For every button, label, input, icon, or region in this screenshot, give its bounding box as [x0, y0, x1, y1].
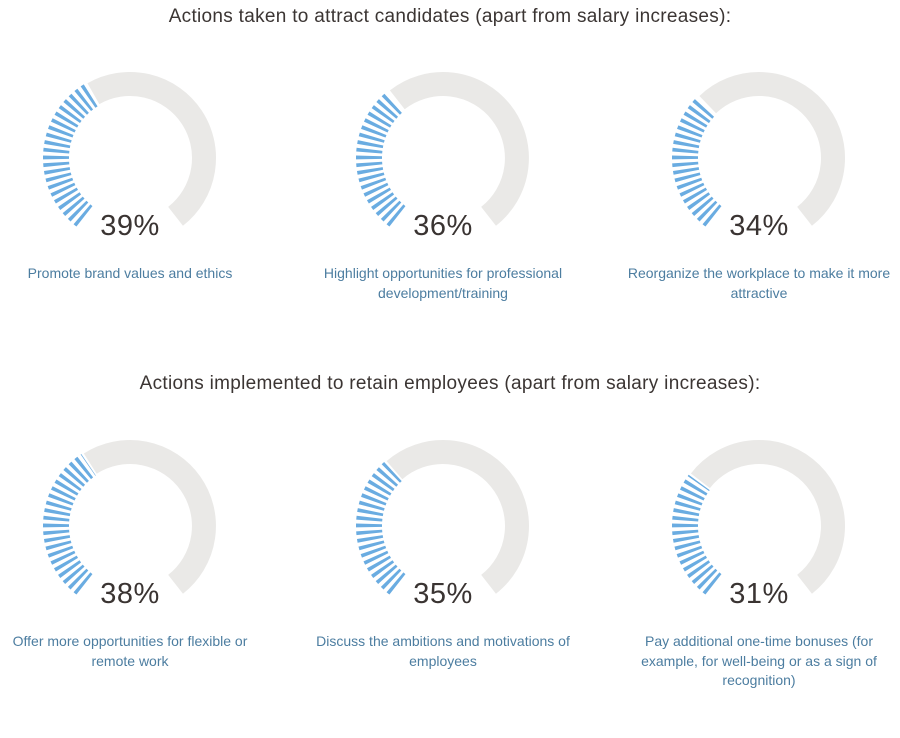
- gauge-track: [699, 71, 845, 226]
- gauge-caption: Pay additional one-time bonuses (for exa…: [641, 633, 877, 688]
- gauge-caption: Discuss the ambitions and motivations of…: [316, 633, 570, 669]
- gauge-fill: [672, 474, 722, 595]
- gauge-chart: [43, 440, 216, 595]
- gauge-value-label: 38%: [100, 578, 160, 610]
- gauge-value-label: 34%: [729, 210, 789, 242]
- gauge-tile: 39% Promote brand values and ethics: [0, 70, 270, 370]
- gauge-caption: Reorganize the workplace to make it more…: [627, 265, 891, 301]
- gauge-chart: [356, 72, 529, 227]
- gauge-chart: [672, 440, 845, 595]
- gauge-caption: Promote brand values and ethics: [27, 265, 233, 281]
- gauge-fill: [43, 83, 99, 227]
- gauge-caption: Highlight opportunities for professional…: [323, 265, 563, 301]
- gauge-value-label: 31%: [729, 578, 789, 610]
- gauge-caption: Offer more opportunities for flexible or…: [12, 633, 248, 669]
- gauge-fill: [356, 91, 406, 227]
- gauge-chart: [43, 72, 216, 227]
- gauge-tile: 34% Reorganize the workplace to make it …: [619, 70, 899, 370]
- gauge-chart: [356, 440, 529, 595]
- gauge-track: [690, 440, 845, 594]
- gauge-track: [87, 72, 216, 226]
- gauge-value-label: 39%: [100, 210, 160, 242]
- section-title-retain: Actions implemented to retain employees …: [139, 373, 761, 394]
- gauge-tile: 35% Discuss the ambitions and motivation…: [303, 438, 583, 738]
- infographic-page: { "colors": { "background": "#ffffff", "…: [0, 6, 899, 688]
- gauge-fill: [356, 461, 406, 595]
- gauge-value-label: 36%: [413, 210, 473, 242]
- gauge-track: [83, 440, 216, 594]
- gauge-fill: [672, 96, 722, 227]
- gauge-fill: [43, 453, 97, 595]
- gauge-tile: 36% Highlight opportunities for professi…: [303, 70, 583, 370]
- gauge-value-label: 35%: [413, 578, 473, 610]
- gauge-tile: 31% Pay additional one-time bonuses (for…: [619, 438, 899, 738]
- gauge-chart: [672, 71, 845, 227]
- gauge-track: [386, 440, 529, 594]
- gauge-tile: 38% Offer more opportunities for flexibl…: [0, 438, 270, 738]
- gauge-track: [389, 72, 529, 226]
- section-title-attract: Actions taken to attract candidates (apa…: [168, 6, 732, 27]
